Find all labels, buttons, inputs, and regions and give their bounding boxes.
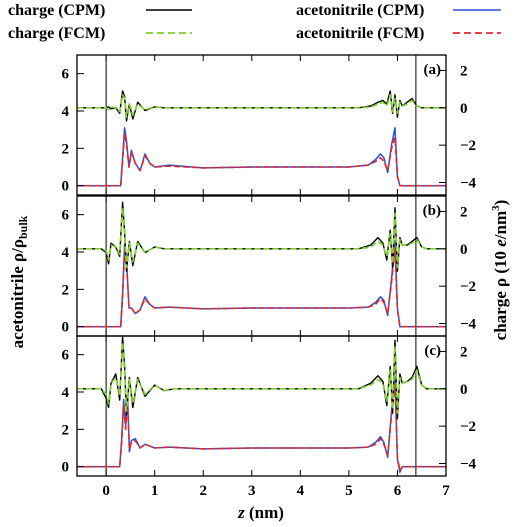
x-axis-label-unit: (nm) [245,503,284,522]
x-tick-label: 1 [151,483,159,499]
y-axis-label-right: charge ρ (10 e/nm3) [490,200,510,341]
x-tick-label: 7 [442,483,450,499]
left-tick-label: 0 [62,179,70,195]
left-tick-label: 4 [62,245,70,261]
right-tick-label: 0 [460,242,468,258]
panel-frame [76,54,447,196]
acetonitrile-fcm-line [77,247,446,328]
panel-label: (b) [423,203,441,219]
legend-label-charge-cpm: charge (CPM) [8,2,105,19]
charge-fcm-line [77,206,446,269]
x-axis-label-var: z [237,503,245,522]
acetonitrile-fcm-line [77,383,446,472]
left-tick-label: 0 [62,460,70,476]
left-tick-label: 0 [62,320,70,336]
y-axis-label-right-e: e [491,239,510,247]
legend-label-charge-fcm: charge (FCM) [8,25,105,42]
y-axis-label-right-unit: /nm [491,211,510,240]
legend-label-acn-cpm: acetonitrile (CPM) [296,2,424,19]
right-tick-label: −4 [460,175,477,191]
left-tick-label: 2 [62,282,70,298]
acetonitrile-cpm-line [77,376,446,474]
y-axis-label-right-main: charge ρ (10 [491,247,510,341]
right-tick-label: 2 [460,63,468,79]
charge-fcm-line [77,341,446,414]
legend: charge (CPM) charge (FCM) acetonitrile (… [8,2,501,42]
x-tick-label: 2 [199,483,207,499]
left-tick-label: 2 [62,141,70,157]
acetonitrile-fcm-line [77,132,446,187]
legend-label-acn-fcm: acetonitrile (FCM) [296,25,424,42]
right-tick-label: −2 [460,138,476,154]
y-axis-label-right-close: ) [491,200,510,206]
x-tick-label: 4 [297,483,305,499]
left-tick-label: 6 [62,67,70,83]
panel-label: (a) [424,62,442,78]
right-tick-label: −4 [460,456,477,472]
left-tick-label: 6 [62,208,70,224]
right-tick-label: 2 [460,204,468,220]
y-axis-label-left: acetonitrile ρ/ρbulk [8,215,30,348]
left-tick-label: 4 [62,104,70,120]
x-tick-label: 5 [345,483,353,499]
charge-fcm-line [77,93,446,119]
right-tick-label: 0 [460,101,468,117]
y-axis-label-left-sub: bulk [16,215,30,239]
left-tick-label: 2 [62,422,70,438]
x-axis-label: z (nm) [237,503,284,522]
left-tick-label: 4 [62,385,70,401]
x-tick-label: 0 [102,483,110,499]
y-axis-label-right-sup: 3 [490,205,502,211]
right-tick-label: 0 [460,382,468,398]
x-tick-label: 3 [248,483,256,499]
x-tick-label: 6 [394,483,402,499]
panel-label: (c) [424,343,441,359]
panel-frame [76,335,447,477]
right-tick-label: −2 [460,279,476,295]
right-tick-label: 2 [460,344,468,360]
right-tick-label: −2 [460,419,476,435]
left-tick-label: 6 [62,348,70,364]
panel-1: 0 2 4 6 −4 −2 0 2 (a) [62,54,477,196]
panel-3: 0 2 4 6 −4 −2 0 2 0 1 2 3 4 5 6 7 (c) [62,335,477,499]
y-axis-label-left-main: acetonitrile ρ/ρ [8,239,27,348]
panels: 0 2 4 6 −4 −2 0 2 (a) 0 2 4 6 −4 −2 0 2 (b) 0 2 4 6 −4 −2 0 2 0 1 2 3… [62,54,477,499]
panel-2: 0 2 4 6 −4 −2 0 2 (b) [62,195,477,337]
right-tick-label: −4 [460,316,477,332]
